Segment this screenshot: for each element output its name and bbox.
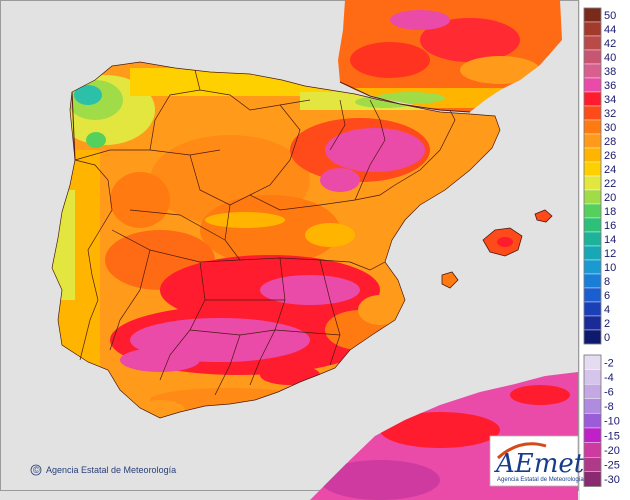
legend-swatch-positive-19 xyxy=(583,273,602,289)
legend-label-negative-8: -30 xyxy=(604,474,620,486)
map-frame xyxy=(0,0,579,491)
legend-swatch-positive-11 xyxy=(583,161,602,177)
legend-swatch-positive-21 xyxy=(583,301,602,317)
legend-swatch-negative-0 xyxy=(583,354,602,370)
legend-label-positive-16: 14 xyxy=(604,234,616,246)
legend-frame-positive xyxy=(583,7,602,345)
temperature-legend: 5044424038363432302826242220181614121086… xyxy=(583,7,620,487)
logo-subtitle: Agencia Estatal de Meteorología xyxy=(497,477,584,483)
legend-swatch-positive-12 xyxy=(583,175,602,191)
legend-swatch-positive-20 xyxy=(583,287,602,303)
legend-label-positive-0: 50 xyxy=(604,10,616,22)
legend-swatch-positive-3 xyxy=(583,49,602,65)
legend-label-positive-14: 18 xyxy=(604,206,616,218)
legend-label-positive-18: 10 xyxy=(604,262,616,274)
legend-swatch-positive-10 xyxy=(583,147,602,163)
legend-swatch-positive-18 xyxy=(583,259,602,275)
legend-swatch-negative-6 xyxy=(583,442,602,458)
legend-swatch-positive-7 xyxy=(583,105,602,121)
country-borders xyxy=(71,81,471,161)
legend-label-positive-20: 6 xyxy=(604,290,610,302)
legend-swatch-positive-8 xyxy=(583,119,602,135)
legend-swatch-negative-3 xyxy=(583,398,602,414)
legend-label-negative-7: -25 xyxy=(604,460,620,472)
legend-label-positive-6: 34 xyxy=(604,94,616,106)
legend-label-positive-13: 20 xyxy=(604,192,616,204)
legend-swatch-positive-5 xyxy=(583,77,602,93)
legend-swatch-positive-0 xyxy=(583,7,602,23)
legend-label-positive-1: 44 xyxy=(604,24,616,36)
legend-label-positive-17: 12 xyxy=(604,248,616,260)
legend-swatch-negative-1 xyxy=(583,369,602,385)
legend-swatch-positive-22 xyxy=(583,315,602,331)
legend-swatch-positive-17 xyxy=(583,245,602,261)
legend-label-positive-9: 28 xyxy=(604,136,616,148)
legend-label-positive-3: 40 xyxy=(604,52,616,64)
legend-label-negative-3: -8 xyxy=(604,401,614,413)
legend-label-positive-10: 26 xyxy=(604,150,616,162)
legend-label-negative-2: -6 xyxy=(604,387,614,399)
balearic-islands xyxy=(441,209,553,289)
legend-label-positive-5: 36 xyxy=(604,80,616,92)
legend-label-negative-4: -10 xyxy=(604,416,620,428)
aemet-logo: AEmet Agencia Estatal de Meteorología xyxy=(489,435,585,487)
legend-label-positive-11: 24 xyxy=(604,164,616,176)
legend-label-positive-7: 32 xyxy=(604,108,616,120)
legend-label-negative-6: -20 xyxy=(604,445,620,457)
legend-swatch-negative-4 xyxy=(583,413,602,429)
legend-swatch-positive-15 xyxy=(583,217,602,233)
credit-line: © Agencia Estatal de Meteorología xyxy=(30,464,176,476)
legend-swatch-negative-7 xyxy=(583,457,602,473)
legend-swatch-positive-23 xyxy=(583,329,602,345)
legend-label-positive-8: 30 xyxy=(604,122,616,134)
legend-label-negative-1: -4 xyxy=(604,372,614,384)
legend-swatch-positive-9 xyxy=(583,133,602,149)
legend-swatch-positive-1 xyxy=(583,21,602,37)
legend-label-positive-4: 38 xyxy=(604,66,616,78)
france-region xyxy=(338,0,562,112)
legend-swatch-positive-13 xyxy=(583,189,602,205)
legend-swatch-positive-6 xyxy=(583,91,602,107)
legend-swatch-negative-5 xyxy=(583,427,602,443)
legend-swatch-positive-14 xyxy=(583,203,602,219)
logo-swoosh-icon xyxy=(496,442,547,460)
copyright-icon xyxy=(30,464,42,476)
legend-label-negative-5: -15 xyxy=(604,430,620,442)
legend-label-positive-19: 8 xyxy=(604,276,610,288)
legend-frame-negative xyxy=(583,354,602,487)
copyright-symbol: © xyxy=(33,465,40,475)
legend-swatch-negative-2 xyxy=(583,384,602,400)
legend-label-negative-0: -2 xyxy=(604,357,614,369)
legend-label-positive-21: 4 xyxy=(604,304,610,316)
legend-swatch-negative-8 xyxy=(583,471,602,487)
legend-swatch-positive-4 xyxy=(583,63,602,79)
legend-swatch-positive-16 xyxy=(583,231,602,247)
logo-wordmark: AEmet xyxy=(494,449,585,479)
credit-text: Agencia Estatal de Meteorología xyxy=(46,465,176,475)
legend-label-positive-15: 16 xyxy=(604,220,616,232)
legend-label-positive-22: 2 xyxy=(604,318,610,330)
legend-swatch-positive-2 xyxy=(583,35,602,51)
legend-label-positive-2: 42 xyxy=(604,38,616,50)
region-borders xyxy=(51,61,501,419)
legend-label-positive-23: 0 xyxy=(604,332,610,344)
legend-label-positive-12: 22 xyxy=(604,178,616,190)
